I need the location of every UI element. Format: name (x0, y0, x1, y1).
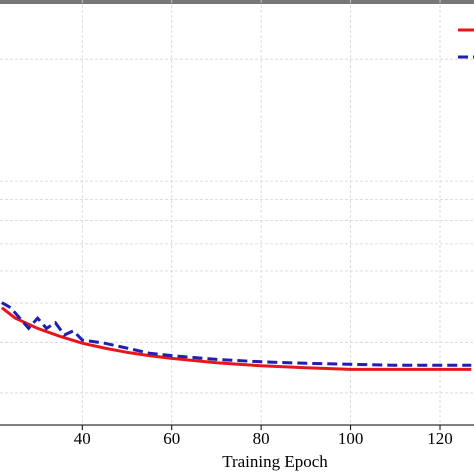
data-line (0, 306, 472, 371)
x-tick-label: 100 (338, 429, 364, 448)
x-tick-label: 40 (74, 429, 91, 448)
top-bar (0, 0, 474, 4)
data-line (1, 301, 472, 367)
x-axis-label: Training Epoch (222, 452, 328, 471)
x-tick-label: 80 (253, 429, 270, 448)
x-tick-label: 60 (163, 429, 180, 448)
x-tick-label: 120 (427, 429, 453, 448)
